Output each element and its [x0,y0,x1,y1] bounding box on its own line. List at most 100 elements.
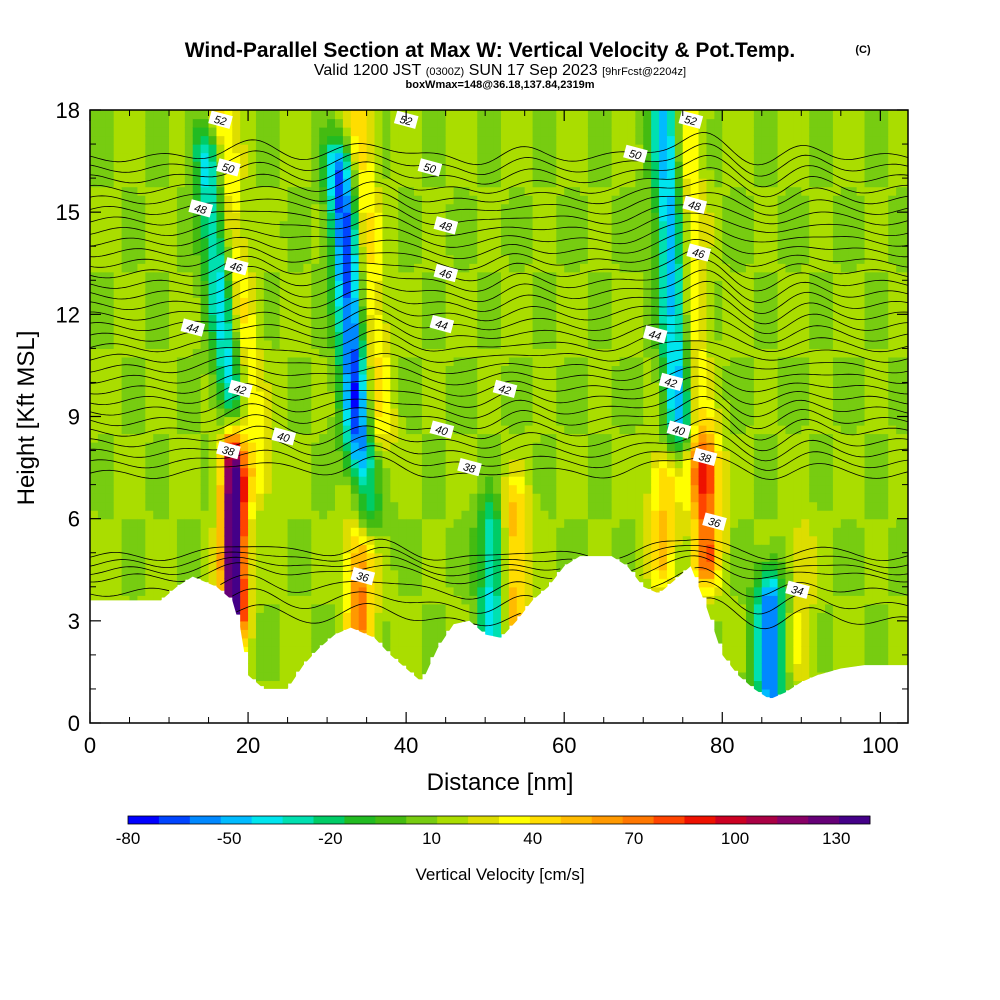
w-cell [532,220,542,230]
w-cell [572,544,581,554]
w-cell [627,127,636,137]
w-cell [556,416,565,426]
w-cell [374,484,384,494]
w-cell [587,118,597,128]
w-cell [738,586,747,596]
w-cell [485,212,494,222]
w-cell [295,544,304,554]
w-cell [295,527,304,537]
w-cell [572,144,581,154]
w-cell [374,348,384,358]
w-cell [129,356,139,367]
w-cell [295,314,304,324]
w-cell [208,425,218,435]
w-cell [263,578,273,588]
w-cell [666,305,676,315]
w-cell [342,569,352,579]
w-cell [651,382,660,392]
w-cell [374,288,384,298]
w-cell [540,586,549,591]
w-cell [382,212,391,222]
w-cell [129,399,139,409]
w-cell [121,527,131,537]
w-cell [421,637,431,647]
w-cell [240,229,249,239]
w-cell [224,237,233,247]
w-cell [240,544,249,554]
w-cell [414,586,423,596]
w-cell [390,637,399,647]
w-cell [200,442,210,452]
valid-utc: (0300Z) [426,66,465,78]
w-cell [319,271,328,281]
w-cell [698,493,708,503]
w-cell [358,263,368,273]
w-cell [666,390,676,401]
w-cell [738,331,747,341]
w-cell [548,263,557,273]
w-cell [603,288,613,298]
w-cell [327,535,336,545]
w-cell [635,467,644,477]
w-cell [666,161,676,171]
w-cell [414,510,423,520]
w-cell [651,578,660,588]
w-cell [200,348,210,358]
w-cell [319,195,328,205]
w-cell [461,305,470,315]
w-cell [587,433,597,443]
w-cell [105,271,115,281]
w-cell [295,442,304,452]
w-cell [493,237,502,247]
w-cell [105,518,115,528]
w-cell [192,442,202,452]
w-cell [105,331,115,341]
w-cell [516,322,526,332]
w-cell [295,586,304,596]
w-cell [493,331,502,341]
w-cell [406,416,415,426]
w-cell [508,501,518,511]
w-cell [674,399,684,409]
w-cell [105,569,115,579]
w-cell [572,229,581,239]
w-cell [121,390,131,401]
w-cell [508,416,518,426]
w-cell [674,144,684,154]
w-cell [493,186,502,196]
w-cell [714,135,723,145]
w-cell [730,442,739,452]
w-cell [153,552,162,562]
w-cell [398,501,407,511]
w-cell [580,493,589,503]
w-cell [390,620,399,630]
w-cell [311,544,320,554]
w-cell [295,152,304,162]
w-cell [445,544,455,554]
w-cell [287,518,297,528]
w-cell [240,416,249,426]
w-cell [374,518,384,528]
w-cell [508,373,518,384]
w-cell [445,442,455,452]
w-cell [421,365,431,375]
w-cell [145,510,154,520]
w-cell [619,263,629,273]
w-cell [453,612,463,622]
w-cell [390,152,399,162]
w-cell [406,390,415,401]
w-cell [176,305,186,315]
w-cell [248,220,257,230]
w-cell [682,263,692,273]
w-cell [619,127,629,137]
w-cell [580,484,589,494]
w-cell [335,118,344,128]
w-cell [303,382,312,392]
w-cell [382,348,391,358]
w-cell [406,237,415,247]
w-cell [572,425,581,435]
w-cell [224,288,233,298]
w-cell [311,339,320,349]
w-cell [414,535,423,545]
w-cell [445,365,455,375]
